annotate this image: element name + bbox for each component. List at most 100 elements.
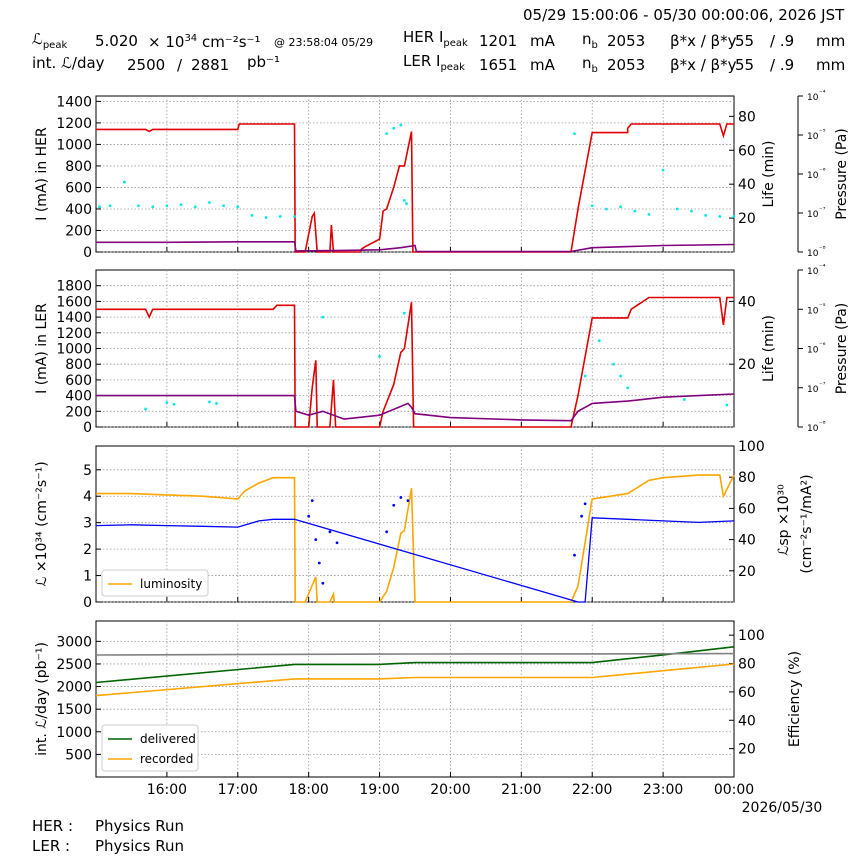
intl-recorded: 2881 (191, 56, 230, 74)
ler-ytick-label: 1800 (56, 279, 92, 295)
ler-ytick-label: 200 (65, 404, 92, 420)
luminosity-specific_scatter-point (583, 502, 587, 506)
integrated-ylabel: int. ℒ/day (pb⁻¹) (34, 642, 50, 756)
ler-beta-x: 55 (735, 56, 755, 74)
lpeak-unit: × 1034 cm⁻²s⁻¹ (148, 30, 261, 51)
ler-pressure-tick-exp: ⁻⁶ (819, 342, 826, 350)
her-life_scatter-point (718, 215, 722, 218)
luminosity-specific_scatter-point (406, 499, 410, 502)
x-tick-label: 21:00 (501, 782, 541, 798)
ler-pressure-tick-label: 10 (807, 306, 819, 316)
luminosity-specific_scatter-point (335, 541, 339, 545)
ler-life_scatter-point (583, 374, 587, 378)
ler-life_scatter-point (208, 400, 211, 404)
luminosity-ytick-label: 4 (83, 489, 92, 505)
her-status-label: HER : (32, 817, 74, 835)
x-tick-label: 16:00 (147, 782, 187, 798)
her-life_scatter-point (385, 132, 389, 136)
integrated-ytick-label: 1500 (56, 702, 92, 718)
luminosity-y2label: ℒsp ×10³⁰ (776, 484, 792, 556)
integrated-ytick-label: 2500 (56, 657, 92, 673)
luminosity-legend-label: luminosity (140, 577, 202, 591)
luminosity-legend (101, 569, 209, 597)
luminosity-specific_scatter-point (321, 581, 325, 585)
her-ytick-label: 600 (65, 180, 92, 196)
ler-pressure-tick-label: 10 (807, 267, 819, 277)
her-life_scatter-point (264, 216, 268, 219)
ler-current-unit: mA (530, 56, 555, 74)
ler-nb-sub: b (591, 64, 598, 75)
luminosity-ylabel: ℒ ×10³⁴ (cm⁻²s⁻¹) (34, 461, 50, 586)
ler-status: Physics Run (95, 837, 185, 855)
ler-nb-letter: n (582, 54, 592, 72)
her-nb-sub: b (591, 40, 598, 51)
integrated-y2tick-label: 20 (738, 742, 756, 758)
her-beta-y: / .9 (770, 32, 795, 50)
her-pressure-tick-exp: ⁻⁸ (819, 245, 826, 253)
x-tick-label: 00:00 (714, 782, 754, 798)
integrated-y2tick-label: 80 (738, 657, 756, 673)
ler-current-label-text: LER I (403, 52, 441, 70)
luminosity-ytick-label: 5 (83, 463, 92, 479)
her-life_scatter-point (108, 204, 112, 208)
her-nb-letter: n (582, 30, 592, 48)
her-life_scatter-point (293, 215, 296, 218)
her-ytick-label: 1400 (56, 94, 92, 110)
ler-life_scatter-point (612, 362, 615, 366)
lpeak-unit-text: cm⁻²s⁻¹ (201, 33, 261, 51)
luminosity-specific_scatter-point (385, 530, 389, 534)
intl-delivered: 2500 (127, 56, 166, 74)
her-current-line (96, 123, 734, 253)
her-pressure-tick-exp: ⁻⁷ (819, 206, 826, 214)
her-pressure-tick-label: 10 (807, 171, 819, 181)
ler-life_scatter-point (725, 403, 729, 407)
x-tick-label: 17:00 (218, 782, 258, 798)
lpeak-label: ℒpeak (32, 30, 68, 51)
lpeak-value: 5.020 (95, 32, 138, 50)
ler-beta-label: β*x / β*y (670, 56, 737, 74)
her-pressure-tick-label: 10 (807, 210, 819, 220)
luminosity-y2tick-label: 60 (738, 501, 756, 517)
ler-ytick-label: 800 (65, 357, 92, 373)
ler-pressure-tick-label: 10 (807, 346, 819, 356)
integrated-ytick-label: 500 (65, 747, 92, 763)
luminosity-specific_scatter-point (310, 499, 314, 502)
her-pressure-tick-exp: ⁻⁴ (819, 89, 826, 97)
her-pressure-tick-label: 10 (807, 249, 819, 259)
ler-beta-y: / .9 (770, 56, 795, 74)
her-ylabel: I (mA) in HER (34, 127, 50, 221)
ler-beta-unit: mm (816, 56, 846, 74)
her-life_scatter-point (732, 215, 736, 218)
her-life_scatter-point (647, 212, 651, 216)
ler-ytick-label: 1000 (56, 342, 92, 358)
lpeak-unit-mult: × 10 (148, 33, 185, 51)
x-tick-label: 22:00 (572, 782, 612, 798)
date-range: 05/29 15:00:06 - 05/30 00:00:06, 2026 JS… (523, 6, 845, 24)
ler-y2tick-label: 40 (738, 294, 756, 310)
luminosity-specific_scatter-point (392, 503, 396, 507)
luminosity-y2label-unit: (cm⁻²s⁻¹/mA²) (799, 474, 815, 573)
her-current-sub: peak (443, 38, 468, 49)
ler-ytick-label: 1400 (56, 310, 92, 326)
luminosity-specific_scatter-point (314, 538, 318, 541)
her-beta-label: β*x / β*y (670, 32, 737, 50)
ler-ytick-label: 0 (83, 420, 92, 436)
ler-status-label: LER : (32, 837, 71, 855)
her-life_scatter-point (193, 205, 197, 209)
integrated-y2tick-label: 60 (738, 685, 756, 701)
her-pressure-line (96, 241, 735, 253)
luminosity-y2tick-label: 40 (738, 533, 756, 549)
her-life_scatter-point (250, 214, 254, 217)
ler-ytick-label: 400 (65, 389, 92, 405)
ler-ytick-label: 600 (65, 373, 92, 389)
luminosity-specific_scatter-point (580, 514, 583, 518)
ler-pressure-tick-exp: ⁻⁸ (819, 420, 826, 428)
ler-y2tick-label: 20 (738, 357, 756, 373)
her-beta-x: 55 (735, 32, 755, 50)
luminosity-specific-line (95, 517, 735, 603)
integrated-efficiency-line (95, 652, 735, 656)
integrated-ytick-label: 1000 (56, 725, 92, 741)
x-tick-label: 19:00 (359, 782, 399, 798)
her-life_scatter-point (661, 168, 665, 172)
her-life_scatter-point (137, 204, 140, 208)
